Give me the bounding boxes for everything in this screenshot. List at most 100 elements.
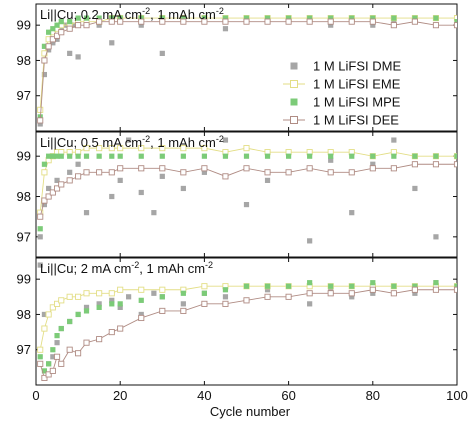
- series-1: [37, 262, 457, 367]
- data-point: [96, 301, 102, 307]
- data-point: [159, 50, 165, 56]
- data-point: [349, 283, 355, 289]
- data-point: [307, 238, 313, 244]
- data-point: [37, 234, 43, 240]
- data-point: [49, 367, 56, 374]
- data-point: [243, 297, 250, 304]
- data-point: [391, 137, 397, 143]
- data-point: [96, 15, 102, 21]
- data-point: [66, 25, 73, 32]
- data-point: [37, 262, 43, 268]
- data-point: [412, 153, 418, 159]
- data-point: [117, 165, 124, 172]
- data-point: [96, 22, 102, 28]
- data-point: [54, 153, 60, 159]
- data-point: [391, 15, 397, 21]
- data-point: [45, 193, 52, 200]
- data-point: [264, 15, 271, 21]
- data-point: [243, 165, 250, 172]
- data-point: [96, 145, 103, 152]
- data-point: [58, 325, 64, 332]
- data-point: [108, 145, 115, 152]
- data-point: [45, 311, 52, 318]
- y-tick-label: 99: [17, 272, 31, 287]
- data-point: [349, 15, 355, 21]
- series-4: [37, 161, 457, 220]
- data-point: [348, 18, 355, 25]
- data-point: [126, 294, 132, 300]
- data-point: [180, 290, 186, 296]
- data-point: [66, 346, 73, 353]
- data-point: [96, 18, 103, 25]
- data-point: [432, 22, 440, 29]
- x-axis-label: Cycle number: [210, 404, 291, 419]
- legend-item: 1 M LiFSI DME: [290, 59, 401, 74]
- data-point: [58, 19, 64, 25]
- legend-marker: [290, 98, 298, 106]
- data-point: [54, 185, 61, 192]
- panel-frame: [35, 131, 458, 258]
- data-point: [180, 307, 187, 314]
- data-point: [370, 15, 376, 21]
- data-point: [109, 297, 115, 303]
- data-point: [138, 311, 144, 318]
- data-point: [54, 333, 60, 339]
- data-point: [454, 19, 457, 25]
- data-point: [180, 153, 186, 159]
- legend-label: 1 M LiFSI DEE: [313, 113, 399, 128]
- data-point: [54, 353, 61, 360]
- data-point: [201, 15, 207, 21]
- data-point: [454, 283, 457, 289]
- data-point: [349, 210, 355, 216]
- data-point: [370, 153, 376, 159]
- data-point: [180, 169, 187, 176]
- data-point: [41, 57, 48, 64]
- data-point: [328, 283, 334, 289]
- data-point: [37, 346, 44, 353]
- data-point: [264, 293, 271, 300]
- data-point: [109, 40, 115, 46]
- data-point: [264, 177, 271, 183]
- data-point: [75, 293, 82, 300]
- data-point: [412, 283, 418, 289]
- data-point: [58, 297, 65, 304]
- y-tick-label: 97: [17, 88, 31, 103]
- data-point: [286, 15, 292, 21]
- data-point: [222, 137, 229, 143]
- series-3: [37, 280, 457, 374]
- data-point: [54, 22, 60, 28]
- data-point: [54, 177, 60, 183]
- data-point: [391, 283, 397, 289]
- data-point: [109, 153, 115, 159]
- legend-label: 1 M LiFSI DME: [313, 59, 401, 74]
- data-point: [327, 169, 334, 176]
- data-point: [159, 15, 165, 21]
- data-point: [307, 280, 313, 286]
- data-point: [117, 18, 124, 25]
- data-point: [369, 18, 376, 25]
- data-point: [46, 29, 52, 35]
- legend-label: 1 M LiFSI EME: [313, 77, 401, 92]
- y-tick-label: 98: [17, 307, 31, 322]
- data-point: [201, 169, 207, 175]
- data-point: [285, 169, 292, 176]
- y-tick-label: 97: [17, 229, 31, 244]
- legend: 1 M LiFSI DME 1 M LiFSI EME 1 M LiFSI MPE 1…: [283, 59, 401, 128]
- panel-title: Li||Cu; 0.2 mA cm-2, 1 mAh cm-2: [40, 6, 224, 22]
- data-point: [453, 22, 457, 29]
- data-point: [370, 22, 376, 28]
- data-point: [264, 18, 271, 25]
- data-point: [96, 290, 103, 297]
- data-point: [58, 29, 65, 36]
- data-point: [328, 153, 334, 159]
- data-point: [159, 153, 165, 159]
- data-point: [117, 177, 123, 183]
- data-point: [327, 18, 334, 25]
- data-point: [83, 145, 90, 152]
- data-point: [348, 290, 355, 297]
- data-point: [45, 43, 52, 50]
- data-point: [75, 311, 81, 318]
- data-point: [50, 354, 56, 360]
- data-point: [37, 117, 44, 124]
- y-tick-label: 98: [17, 53, 31, 68]
